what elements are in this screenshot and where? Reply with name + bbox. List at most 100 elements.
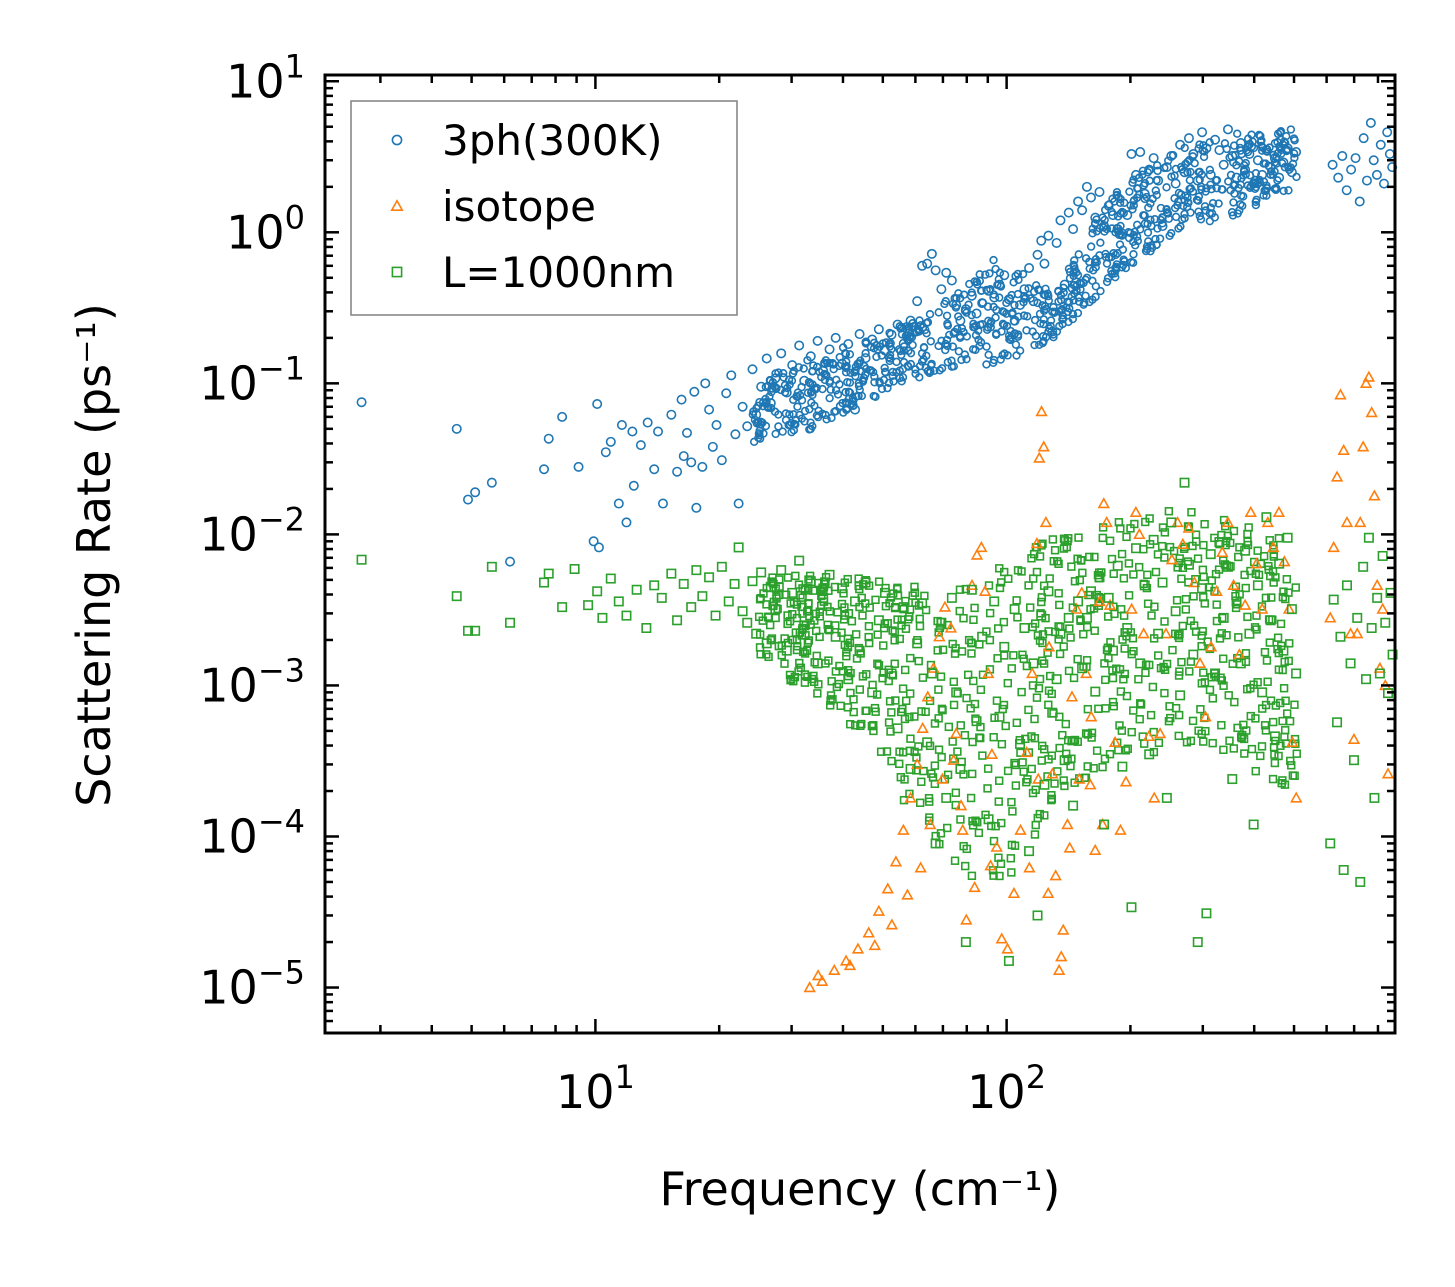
data-point (642, 417, 653, 428)
data-point (905, 315, 916, 326)
data-point (1013, 269, 1022, 279)
data-point (463, 625, 474, 636)
data-point (969, 615, 978, 625)
data-point (704, 404, 715, 415)
data-point (1140, 211, 1149, 220)
data-point (1371, 169, 1382, 180)
data-point (987, 821, 996, 831)
data-point (1061, 719, 1071, 729)
data-point (613, 498, 624, 509)
data-point (950, 327, 959, 337)
data-point (1019, 623, 1030, 634)
data-point (1085, 297, 1094, 307)
data-point (956, 721, 965, 730)
data-point (1024, 263, 1035, 274)
data-point (934, 745, 944, 754)
x-tick-label: 102 (967, 1058, 1046, 1119)
data-point (1090, 686, 1101, 697)
data-point (1009, 604, 1020, 615)
data-point (917, 598, 928, 609)
data-point (1085, 586, 1096, 597)
data-point (1143, 228, 1153, 237)
data-point (864, 632, 873, 642)
data-point (1189, 592, 1198, 601)
data-point (1265, 615, 1276, 626)
data-point (1129, 201, 1139, 210)
data-point (1030, 733, 1039, 743)
data-point (984, 350, 993, 360)
data-point (1114, 823, 1127, 835)
data-point (875, 377, 884, 386)
data-point (814, 680, 823, 689)
data-point (1164, 507, 1174, 516)
data-point (856, 721, 865, 731)
axis-ticks (325, 75, 1395, 1033)
data-point (1241, 649, 1251, 658)
data-point (859, 580, 868, 589)
data-point (1225, 736, 1234, 745)
data-point (1178, 563, 1188, 573)
data-point (774, 422, 783, 431)
data-point (994, 279, 1005, 290)
data-point (672, 466, 683, 477)
data-point (956, 823, 969, 835)
data-point (978, 670, 988, 679)
data-point (950, 856, 960, 865)
data-point (960, 350, 970, 359)
data-point (1210, 668, 1221, 679)
data-point (770, 373, 781, 384)
y-tick-label: 10−4 (199, 802, 305, 863)
data-point (993, 654, 1002, 663)
data-point (1358, 133, 1369, 144)
data-point (765, 398, 776, 409)
data-point (1387, 649, 1398, 660)
data-point (1094, 572, 1105, 583)
data-point (1127, 257, 1136, 267)
data-point (795, 658, 804, 668)
data-point (1073, 596, 1084, 607)
data-point (1028, 327, 1037, 336)
data-point (885, 356, 894, 366)
data-point (900, 665, 910, 675)
data-point (1212, 183, 1221, 193)
data-point (1162, 204, 1171, 214)
data-point (1102, 645, 1112, 655)
data-point (1239, 192, 1248, 201)
data-point (994, 624, 1003, 633)
data-point (1337, 443, 1350, 456)
data-point (1250, 557, 1263, 569)
data-point (1035, 809, 1045, 819)
data-point (1069, 673, 1079, 683)
data-point (1229, 198, 1238, 207)
data-point (799, 364, 808, 373)
data-point (809, 361, 818, 370)
data-point (1345, 658, 1356, 669)
data-point (1045, 574, 1054, 583)
data-point (1325, 838, 1336, 849)
data-point (843, 642, 853, 652)
data-point (1054, 297, 1063, 306)
data-point (854, 645, 865, 656)
data-point (1030, 340, 1039, 350)
data-point (873, 630, 882, 639)
data-point (1126, 902, 1137, 913)
data-point (1101, 704, 1110, 713)
data-point (799, 620, 810, 631)
data-point (569, 564, 580, 575)
data-point (711, 419, 722, 430)
data-point (1035, 340, 1044, 349)
data-point (792, 636, 802, 645)
data-point (977, 298, 988, 309)
data-point (1205, 169, 1216, 180)
data-point (1097, 497, 1110, 509)
data-point (917, 357, 927, 366)
data-point (948, 639, 957, 649)
data-point (1191, 537, 1201, 546)
data-point (1139, 188, 1150, 199)
data-point (1324, 611, 1337, 623)
data-point (879, 345, 890, 356)
data-point (847, 617, 857, 626)
legend-label: 3ph(300K) (442, 116, 662, 165)
data-point (1327, 159, 1338, 170)
data-point (1043, 586, 1054, 597)
